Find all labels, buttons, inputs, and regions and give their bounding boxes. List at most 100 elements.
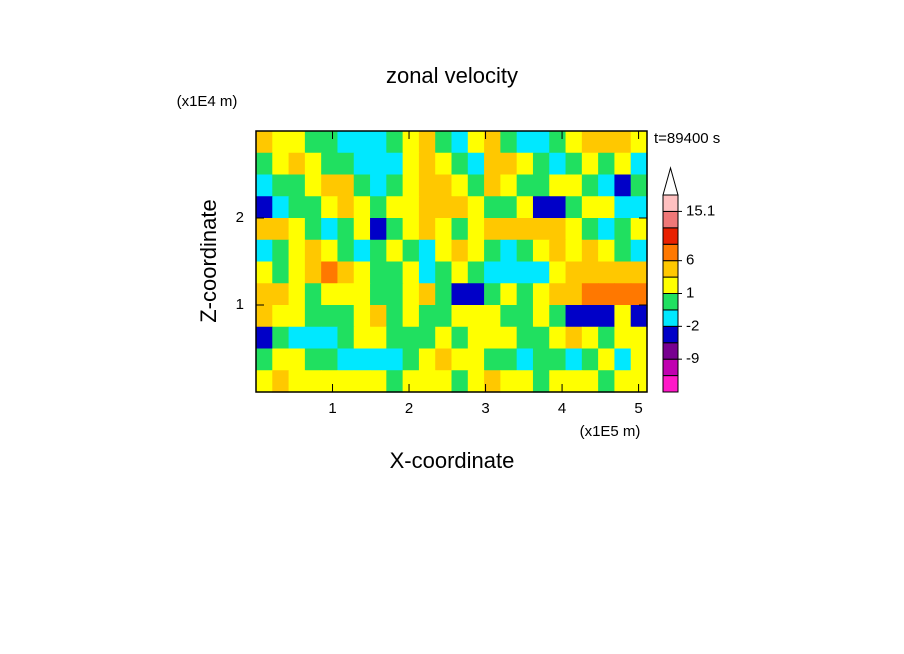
field-cell	[337, 152, 355, 176]
field-cell	[614, 348, 632, 371]
field-cell	[386, 174, 404, 197]
field-cell	[288, 239, 306, 263]
field-cell	[516, 218, 534, 241]
field-cell	[353, 218, 371, 241]
field-cell	[565, 370, 583, 393]
field-cell	[500, 305, 518, 328]
field-cell	[630, 305, 648, 328]
field-cell	[549, 152, 567, 176]
colorbar-segment	[662, 293, 679, 311]
field-cell	[532, 131, 550, 154]
time-label: t=89400 s	[654, 130, 720, 147]
field-cell	[516, 283, 534, 306]
field-cell	[370, 348, 387, 371]
field-cell	[630, 239, 648, 263]
field-cell	[370, 370, 387, 393]
field-cell	[549, 261, 567, 284]
field-cell	[402, 305, 420, 328]
field	[256, 131, 648, 393]
field-cell	[386, 261, 404, 284]
field-cell	[353, 348, 371, 371]
field-cell	[451, 174, 469, 197]
field-cell	[581, 218, 599, 241]
field-cell	[435, 131, 453, 154]
x-tick-label: 3	[481, 400, 489, 417]
field-cell	[484, 239, 501, 263]
field-cell	[532, 326, 550, 350]
field-cell	[614, 196, 632, 219]
field-cell	[304, 131, 322, 154]
field-cell	[516, 326, 534, 350]
field-cell	[532, 305, 550, 328]
field-cell	[272, 348, 290, 371]
field-cell	[304, 239, 322, 263]
field-cell	[598, 131, 616, 154]
field-cell	[565, 218, 583, 241]
field-cell	[353, 196, 371, 219]
field-cell	[370, 131, 387, 154]
field-cell	[500, 218, 518, 241]
field-cell	[402, 326, 420, 350]
field-cell	[630, 152, 648, 176]
field-cell	[353, 174, 371, 197]
field-cell	[418, 370, 436, 393]
field-cell	[435, 305, 453, 328]
field-cell	[402, 283, 420, 306]
field-cell	[272, 261, 290, 284]
field-cell	[598, 218, 616, 241]
field-cell	[467, 261, 485, 284]
field-cell	[532, 370, 550, 393]
colorbar-segment	[662, 276, 679, 295]
field-cell	[581, 196, 599, 219]
field-cell	[581, 305, 599, 328]
field-cell	[256, 131, 273, 154]
field-cell	[451, 131, 469, 154]
field-cell	[370, 326, 387, 350]
field-cell	[484, 326, 501, 350]
field-cell	[337, 326, 355, 350]
field-cell	[256, 370, 273, 393]
field-cell	[304, 326, 322, 350]
y-tick-label: 2	[236, 209, 244, 226]
field-cell	[598, 239, 616, 263]
field-cell	[549, 196, 567, 219]
colorbar-label: 6	[686, 252, 694, 269]
field-cell	[500, 239, 518, 263]
field-cell	[614, 326, 632, 350]
field-cell	[418, 174, 436, 197]
field-cell	[581, 152, 599, 176]
field-cell	[614, 305, 632, 328]
field-cell	[386, 131, 404, 154]
field-cell	[467, 196, 485, 219]
field-cell	[630, 283, 648, 306]
field-cell	[549, 283, 567, 306]
field-cell	[288, 152, 306, 176]
field-cell	[402, 261, 420, 284]
field-cell	[304, 261, 322, 284]
field-cell	[451, 218, 469, 241]
field-cell	[467, 370, 485, 393]
field-cell	[484, 370, 501, 393]
colorbar-over	[662, 166, 679, 196]
x-tick-label: 1	[328, 400, 336, 417]
field-cell	[418, 283, 436, 306]
field-cell	[337, 196, 355, 219]
field-cell	[304, 305, 322, 328]
field-cell	[451, 370, 469, 393]
field-cell	[451, 305, 469, 328]
field-cell	[614, 370, 632, 393]
field-cell	[386, 370, 404, 393]
field-cell	[337, 131, 355, 154]
field-cell	[288, 218, 306, 241]
field-cell	[614, 218, 632, 241]
field-cell	[614, 152, 632, 176]
field-cell	[500, 196, 518, 219]
field-cell	[256, 326, 273, 350]
x-tick-label: 2	[405, 400, 413, 417]
field-cell	[565, 348, 583, 371]
field-cell	[321, 152, 339, 176]
field-cell	[581, 326, 599, 350]
field-cell	[435, 196, 453, 219]
field-cell	[321, 261, 339, 284]
field-cell	[516, 261, 534, 284]
